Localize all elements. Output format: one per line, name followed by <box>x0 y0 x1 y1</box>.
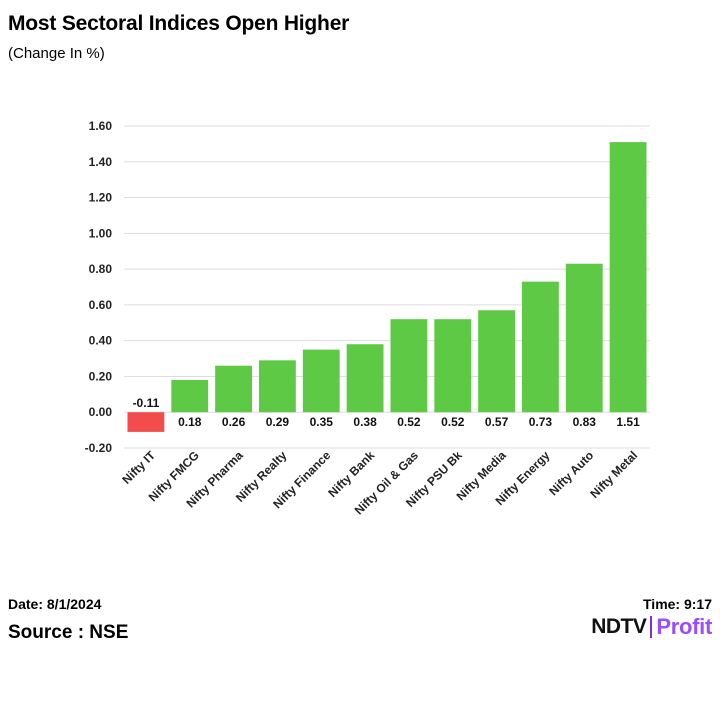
y-tick-label: 0.60 <box>89 298 113 312</box>
x-category-label: Nifty IT <box>119 448 158 487</box>
data-label: 0.73 <box>529 415 553 429</box>
bar <box>478 310 515 413</box>
y-tick-label: 0.00 <box>89 405 113 419</box>
logo-profit-text: Profit <box>656 614 712 639</box>
logo-divider <box>650 616 653 638</box>
chart-title: Most Sectoral Indices Open Higher <box>8 12 350 35</box>
bar <box>127 412 165 432</box>
y-tick-label: 0.20 <box>89 369 113 383</box>
y-tick-label: 0.40 <box>89 334 113 348</box>
data-label: 0.29 <box>266 415 290 429</box>
ndtv-profit-logo: NDTV Profit <box>591 614 712 640</box>
data-label: 0.52 <box>397 415 421 429</box>
date-label: Date: 8/1/2024 <box>8 596 102 612</box>
data-label: 0.18 <box>178 415 202 429</box>
logo-ndtv-text: NDTV <box>591 615 647 638</box>
data-label: 0.38 <box>353 415 377 429</box>
y-tick-label: 1.40 <box>89 155 113 169</box>
data-label: 0.35 <box>310 415 334 429</box>
x-category-label: Nifty Metal <box>587 448 640 501</box>
y-tick-label: 1.20 <box>89 191 113 205</box>
data-label: 0.52 <box>441 415 465 429</box>
data-label: -0.11 <box>133 396 160 410</box>
source-label: Source : NSE <box>8 622 129 643</box>
y-tick-label: 1.60 <box>89 119 113 133</box>
bar <box>522 281 559 413</box>
time-label: Time: 9:17 <box>643 596 712 612</box>
bar <box>171 380 209 413</box>
bar <box>434 319 472 413</box>
bar <box>259 360 296 413</box>
y-tick-label: 0.80 <box>89 262 113 276</box>
bar <box>565 263 603 413</box>
chart-subtitle: (Change In %) <box>8 45 105 62</box>
data-label: 0.83 <box>573 415 597 429</box>
bar <box>346 344 384 413</box>
data-label: 1.51 <box>616 415 640 429</box>
bar <box>390 319 428 413</box>
bar <box>215 365 252 413</box>
y-tick-label: -0.20 <box>85 441 113 455</box>
bar <box>609 142 647 413</box>
data-label: 0.26 <box>222 415 246 429</box>
data-label: 0.57 <box>485 415 509 429</box>
y-tick-label: 1.00 <box>89 226 113 240</box>
bar <box>302 349 340 413</box>
